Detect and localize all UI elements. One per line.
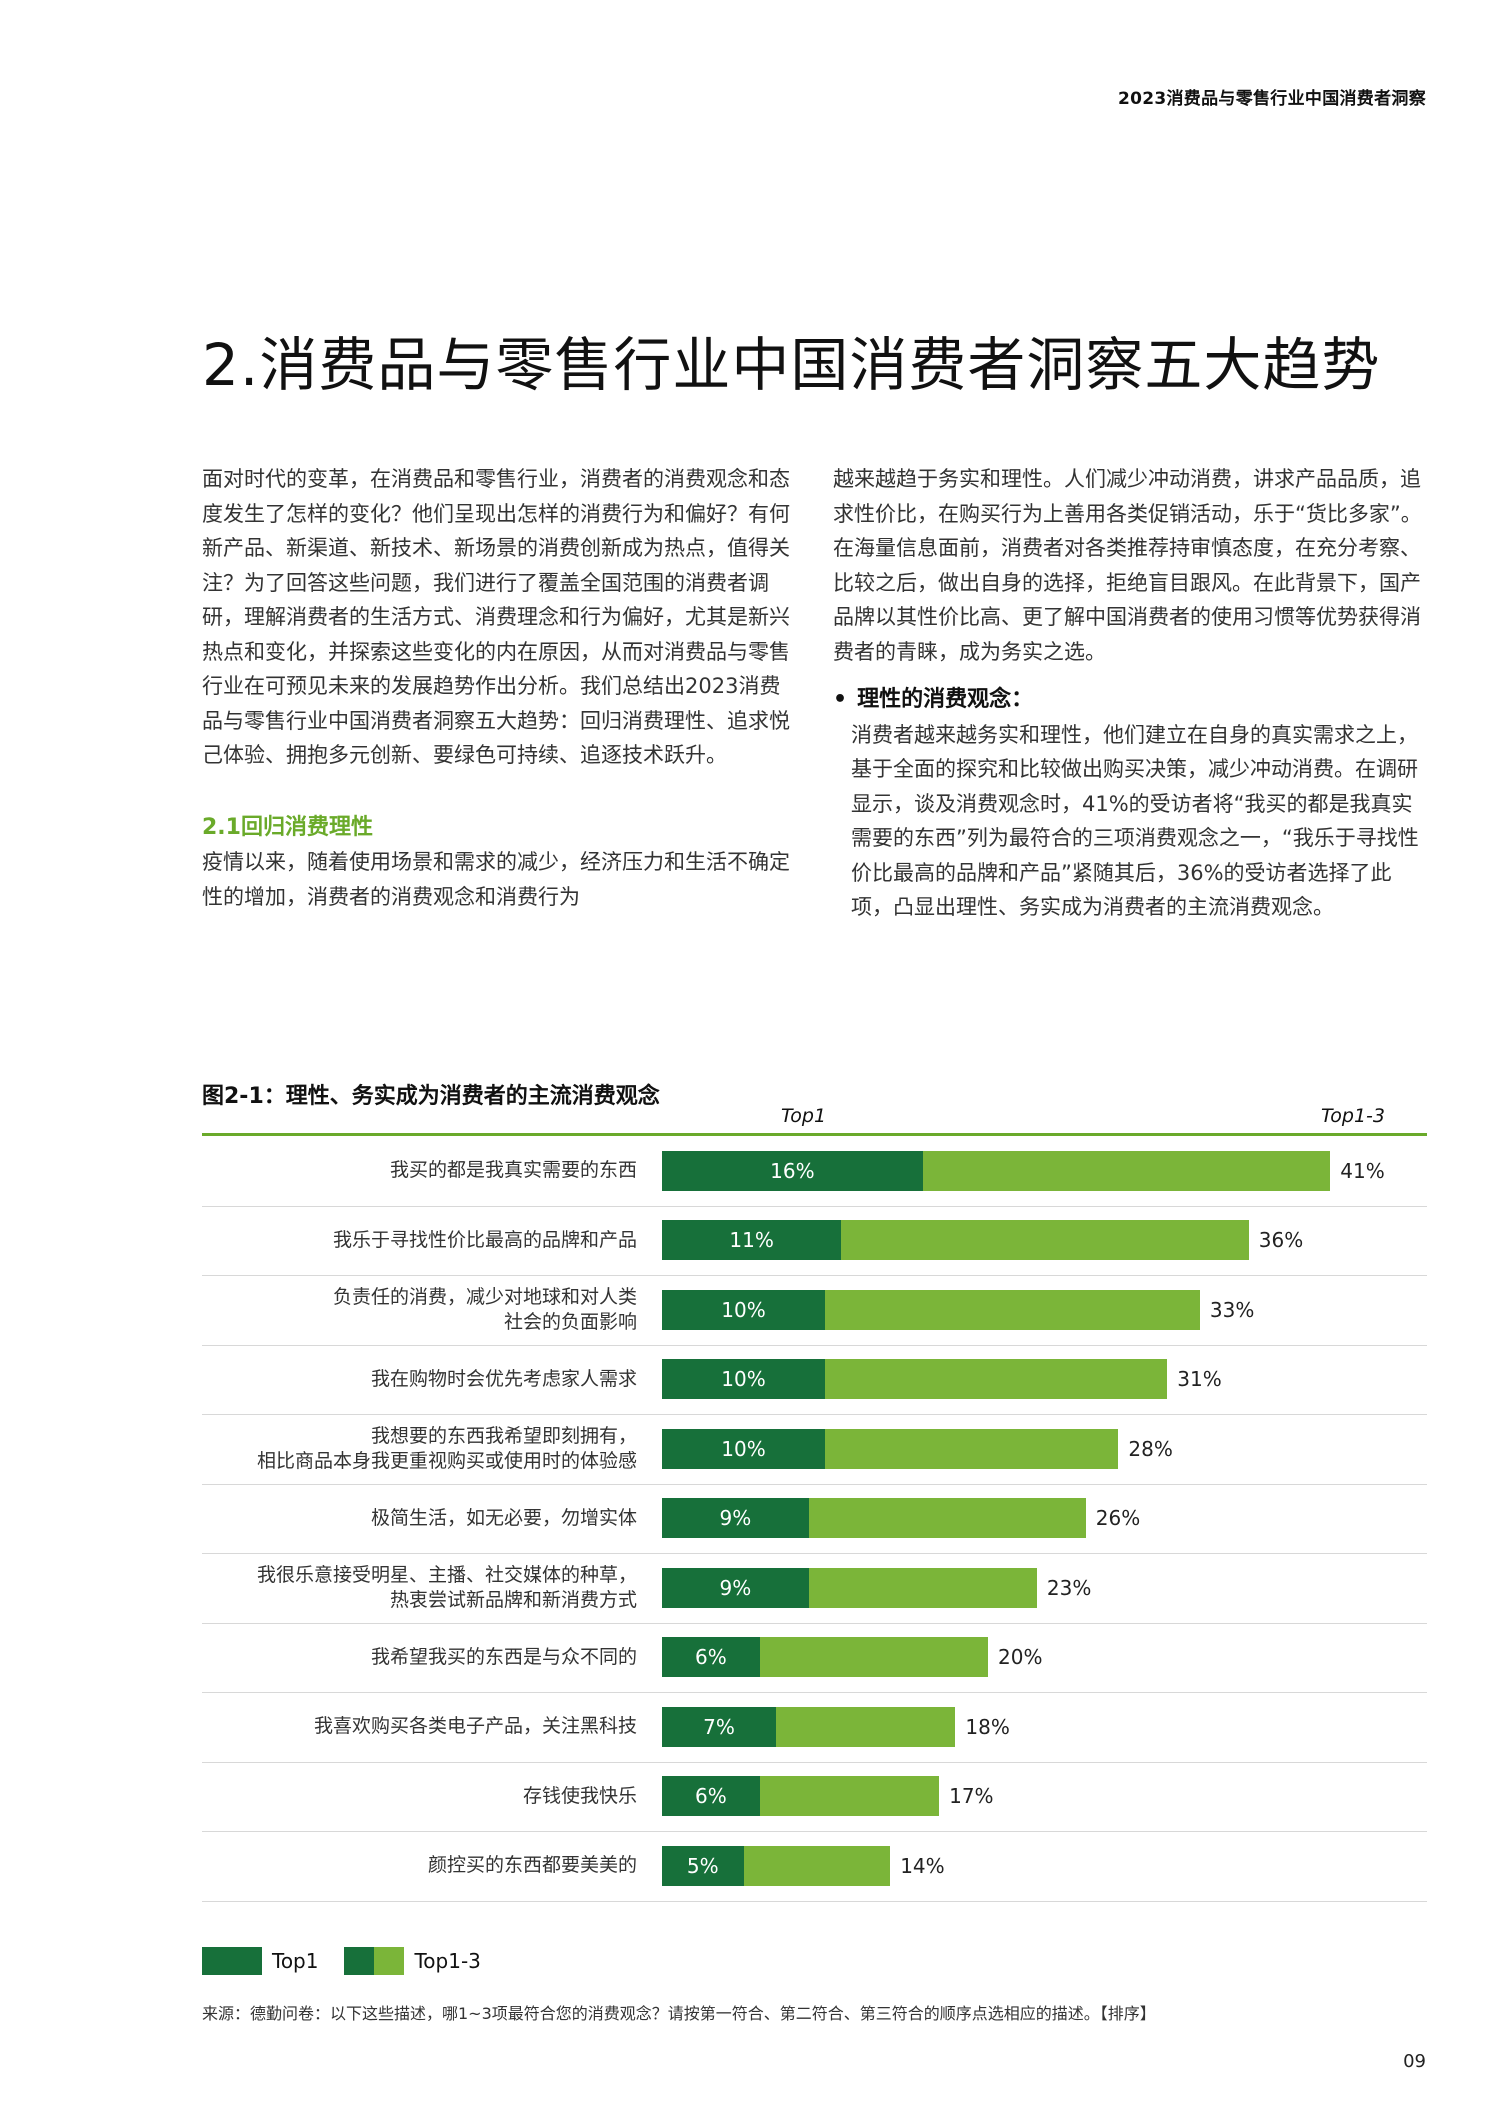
row-divider: [202, 1831, 1427, 1832]
bar-top1: 6%: [662, 1776, 760, 1817]
column-header-top1-3: Top1-3: [1321, 1105, 1385, 1127]
row-divider: [202, 1761, 1427, 1763]
row-divider: [202, 1275, 1427, 1276]
legend-label-top1-3: Top1-3: [414, 1949, 481, 1973]
bar-top1: 10%: [662, 1289, 825, 1330]
bar-label-top1-3: 36%: [1258, 1228, 1304, 1253]
page-title: 2.消费品与零售行业中国消费者洞察五大趋势: [202, 331, 1381, 399]
bar-label-top1: 6%: [695, 1784, 727, 1809]
row-divider: [202, 1205, 1427, 1207]
legend-swatch-top1: [202, 1947, 262, 1975]
bar-label-top1: 10%: [721, 1436, 766, 1461]
bar-label-top1-3: 28%: [1128, 1436, 1173, 1461]
bar-top1: 10%: [662, 1428, 825, 1469]
bar-label-top1-3: 18%: [965, 1714, 1010, 1739]
row-divider: [202, 1692, 1427, 1693]
bar-label-top1-3: 17%: [949, 1784, 994, 1809]
row-divider: [202, 1622, 1427, 1624]
figure-title: 图2-1：理性、务实成为消费者的主流消费观念: [202, 1084, 660, 1109]
category-label: 我想要的东西我希望即刻拥有， 相比商品本身我更重视购买或使用时的体验感: [256, 1424, 637, 1472]
bar-label-top1-3: 31%: [1177, 1367, 1222, 1392]
category-label: 存钱使我快乐: [522, 1784, 637, 1807]
row-divider: [202, 1900, 1427, 1902]
bar-top1: 10%: [662, 1359, 825, 1400]
bullet-body: 消费者越来越务实和理性，他们建立在自身的真实需求之上，基于全面的探究和比较做出购…: [851, 722, 1419, 920]
bar-label-top1-3: 23%: [1046, 1575, 1092, 1600]
bar-label-top1: 10%: [721, 1367, 766, 1392]
category-label: 颜控买的东西都要美美的: [427, 1854, 637, 1877]
bar-label-top1-3: 33%: [1209, 1297, 1255, 1322]
bar-label-top1: 16%: [770, 1158, 815, 1183]
running-header: 2023消费品与零售行业中国消费者洞察: [1117, 89, 1426, 109]
category-label: 我买的都是我真实需要的东西: [389, 1159, 637, 1182]
bar-label-top1: 10%: [721, 1297, 766, 1322]
continued-paragraph: 越来越趋于务实和理性。人们减少冲动消费，讲求产品品质，追求性价比，在购买行为上善…: [833, 467, 1422, 664]
category-label: 我喜欢购买各类电子产品，关注黑科技: [313, 1715, 637, 1738]
bar-top1: 5%: [662, 1845, 744, 1886]
row-divider: [202, 1414, 1427, 1415]
category-label: 我希望我买的东西是与众不同的: [370, 1645, 637, 1668]
bar-label-top1: 9%: [719, 1575, 752, 1600]
page-number: 09: [1403, 2051, 1426, 2072]
legend-swatch-top1-dark: [344, 1947, 375, 1975]
bar-top1: 7%: [662, 1706, 777, 1747]
category-label: 我在购物时会优先考虑家人需求: [370, 1367, 637, 1390]
bar-top1: 6%: [662, 1637, 760, 1678]
source-note: 来源：德勤问卷：以下这些描述，哪1~3项最符合您的消费观念？请按第一符合、第二符…: [202, 2004, 1156, 2023]
intro-paragraph: 面对时代的变革，在消费品和零售行业，消费者的消费观念和态度发生了怎样的变化？他们…: [202, 467, 790, 767]
column-header-top1: Top1: [781, 1105, 827, 1127]
legend-item-top1: Top1: [202, 1947, 318, 1975]
bar-top1: 9%: [662, 1567, 809, 1608]
bullet-title: 理性的消费观念：: [833, 683, 1433, 718]
legend-swatch-top1-3: [374, 1947, 405, 1975]
bar-label-top1: 5%: [686, 1853, 719, 1878]
bar-top1: 16%: [662, 1150, 923, 1191]
bar-chart: 我买的都是我真实需要的东西 16% 41% 我乐于寻找性价比最高的品牌和产品 11% 36…: [202, 1136, 1427, 1916]
legend-item-top1-3: Top1-3: [344, 1947, 481, 1975]
category-label: 我乐于寻找性价比最高的品牌和产品: [332, 1228, 637, 1251]
figure-rule: [202, 1133, 1427, 1136]
row-divider: [202, 1553, 1427, 1554]
left-column: 面对时代的变革，在消费品和零售行业，消费者的消费观念和态度发生了怎样的变化？他们…: [202, 462, 792, 914]
bar-top1: 11%: [662, 1220, 842, 1261]
section-subheading: 2.1回归消费理性: [202, 814, 373, 840]
chart-legend: Top1 Top1-3: [202, 1947, 507, 1975]
row-divider: [202, 1344, 1427, 1346]
bar-label-top1: 6%: [695, 1645, 727, 1670]
category-label: 我很乐意接受明星、主播、社交媒体的种草， 热衷尝试新品牌和新消费方式: [256, 1563, 637, 1611]
bar-label-top1-3: 20%: [998, 1645, 1043, 1670]
bar-label-top1: 11%: [729, 1228, 774, 1253]
category-label: 负责任的消费，减少对地球和对人类 社会的负面影响: [332, 1285, 637, 1333]
row-divider: [202, 1483, 1427, 1485]
bar-label-top1-3: 14%: [900, 1853, 945, 1878]
bar-label-top1: 7%: [703, 1714, 735, 1739]
legend-label-top1: Top1: [272, 1949, 319, 1973]
bar-top1: 9%: [662, 1498, 809, 1539]
bar-label-top1-3: 26%: [1095, 1506, 1141, 1531]
category-label: 极简生活，如无必要，勿增实体: [370, 1506, 637, 1529]
section-paragraph: 疫情以来，随着使用场景和需求的减少，经济压力和生活不确定性的增加，消费者的消费观…: [202, 850, 790, 909]
bar-label-top1-3: 41%: [1340, 1158, 1385, 1183]
right-column: 越来越趋于务实和理性。人们减少冲动消费，讲求产品品质，追求性价比，在购买行为上善…: [833, 462, 1433, 925]
bar-label-top1: 9%: [719, 1506, 752, 1531]
